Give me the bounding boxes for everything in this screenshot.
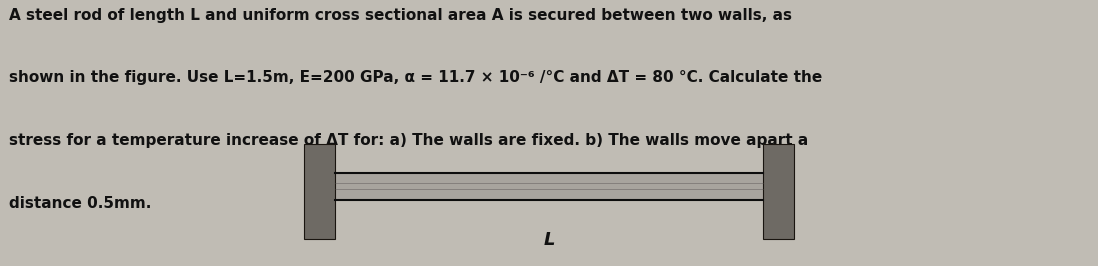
- Bar: [304, 144, 335, 239]
- Text: A steel rod of length L and uniform cross sectional area A is secured between tw: A steel rod of length L and uniform cros…: [9, 8, 792, 23]
- Bar: [763, 144, 794, 239]
- Text: stress for a temperature increase of ΔT for: a) The walls are fixed. b) The wall: stress for a temperature increase of ΔT …: [9, 133, 808, 148]
- Bar: [335, 173, 763, 200]
- Text: distance 0.5mm.: distance 0.5mm.: [9, 196, 152, 210]
- Text: shown in the figure. Use L=1.5m, E=200 GPa, α = 11.7 × 10⁻⁶ /°C and ΔT = 80 °C. : shown in the figure. Use L=1.5m, E=200 G…: [9, 70, 822, 85]
- Text: L: L: [544, 231, 554, 249]
